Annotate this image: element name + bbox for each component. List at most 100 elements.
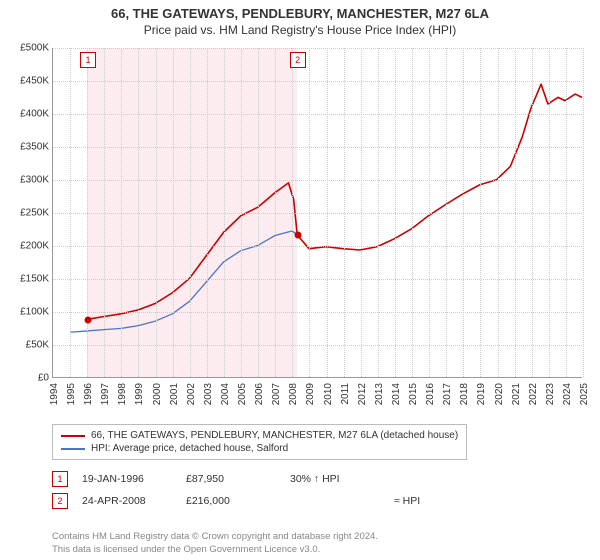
legend-swatch <box>61 448 85 450</box>
x-axis-label: 2022 <box>528 383 539 405</box>
x-axis-label: 1999 <box>134 383 145 405</box>
grid-v <box>241 48 242 377</box>
y-axis-label: £250K <box>20 208 49 219</box>
x-axis-label: 2004 <box>220 383 231 405</box>
sale-date: 19-JAN-1996 <box>82 473 172 485</box>
y-axis-label: £150K <box>20 274 49 285</box>
x-axis-label: 2020 <box>494 383 505 405</box>
x-axis-label: 2012 <box>357 383 368 405</box>
sale-pct: 30% ↑ HPI <box>290 473 380 485</box>
footer-attribution: Contains HM Land Registry data © Crown c… <box>52 531 582 556</box>
x-axis-label: 2003 <box>203 383 214 405</box>
grid-v <box>549 48 550 377</box>
grid-v <box>361 48 362 377</box>
grid-v <box>173 48 174 377</box>
grid-v <box>309 48 310 377</box>
grid-v <box>104 48 105 377</box>
plot-inner: £0£50K£100K£150K£200K£250K£300K£350K£400… <box>52 48 582 378</box>
grid-h <box>53 180 582 181</box>
grid-h <box>53 246 582 247</box>
x-axis-label: 2009 <box>305 383 316 405</box>
x-axis-label: 2023 <box>545 383 556 405</box>
chart-title: 66, THE GATEWAYS, PENDLEBURY, MANCHESTER… <box>0 0 600 21</box>
legend-row: 66, THE GATEWAYS, PENDLEBURY, MANCHESTER… <box>61 429 458 442</box>
grid-v <box>480 48 481 377</box>
x-axis-label: 2001 <box>169 383 180 405</box>
sales-row: 224-APR-2008£216,000≈ HPI <box>52 490 484 512</box>
legend-box: 66, THE GATEWAYS, PENDLEBURY, MANCHESTER… <box>52 424 467 460</box>
footer-line-1: Contains HM Land Registry data © Crown c… <box>52 531 582 543</box>
y-axis-label: £400K <box>20 109 49 120</box>
grid-v <box>70 48 71 377</box>
y-axis-label: £200K <box>20 241 49 252</box>
y-axis-label: £300K <box>20 175 49 186</box>
sale-date: 24-APR-2008 <box>82 495 172 507</box>
grid-v <box>138 48 139 377</box>
grid-v <box>378 48 379 377</box>
x-axis-label: 2010 <box>323 383 334 405</box>
grid-v <box>429 48 430 377</box>
sales-table: 119-JAN-1996£87,95030% ↑ HPI224-APR-2008… <box>52 468 484 512</box>
x-axis-label: 2015 <box>408 383 419 405</box>
y-axis-label: £100K <box>20 307 49 318</box>
y-axis-label: £50K <box>26 340 49 351</box>
grid-v <box>156 48 157 377</box>
x-axis-label: 1994 <box>49 383 60 405</box>
x-axis-label: 1998 <box>117 383 128 405</box>
grid-v <box>532 48 533 377</box>
sales-row: 119-JAN-1996£87,95030% ↑ HPI <box>52 468 484 490</box>
grid-v <box>446 48 447 377</box>
grid-v <box>583 48 584 377</box>
grid-h <box>53 147 582 148</box>
footer-line-2: This data is licensed under the Open Gov… <box>52 544 582 556</box>
sale-price: £216,000 <box>186 495 276 507</box>
chart-container: 66, THE GATEWAYS, PENDLEBURY, MANCHESTER… <box>0 0 600 560</box>
x-axis-label: 2014 <box>391 383 402 405</box>
x-axis-label: 2024 <box>562 383 573 405</box>
sale-dot <box>85 316 92 323</box>
x-axis-label: 2016 <box>425 383 436 405</box>
grid-v <box>190 48 191 377</box>
x-axis-label: 1995 <box>66 383 77 405</box>
grid-v <box>566 48 567 377</box>
grid-h <box>53 279 582 280</box>
x-axis-label: 2011 <box>340 383 351 405</box>
x-axis-label: 2008 <box>288 383 299 405</box>
grid-h <box>53 312 582 313</box>
grid-v <box>224 48 225 377</box>
x-axis-label: 1996 <box>83 383 94 405</box>
legend-label: 66, THE GATEWAYS, PENDLEBURY, MANCHESTER… <box>91 430 458 441</box>
x-axis-label: 1997 <box>100 383 111 405</box>
grid-v <box>292 48 293 377</box>
grid-h <box>53 345 582 346</box>
grid-h <box>53 81 582 82</box>
chart-subtitle: Price paid vs. HM Land Registry's House … <box>0 21 600 41</box>
x-axis-label: 2006 <box>254 383 265 405</box>
legend-label: HPI: Average price, detached house, Salf… <box>91 443 288 454</box>
x-axis-label: 2005 <box>237 383 248 405</box>
grid-v <box>515 48 516 377</box>
grid-v <box>463 48 464 377</box>
grid-h <box>53 114 582 115</box>
grid-v <box>344 48 345 377</box>
grid-v <box>121 48 122 377</box>
legend-swatch <box>61 435 85 437</box>
legend-row: HPI: Average price, detached house, Salf… <box>61 442 458 455</box>
plot-area: £0£50K£100K£150K£200K£250K£300K£350K£400… <box>52 48 582 378</box>
x-axis-label: 2021 <box>511 383 522 405</box>
grid-v <box>207 48 208 377</box>
y-axis-label: £450K <box>20 76 49 87</box>
sale-marker: 2 <box>290 52 306 68</box>
x-axis-label: 2017 <box>442 383 453 405</box>
series-line <box>88 84 582 319</box>
x-axis-label: 2019 <box>476 383 487 405</box>
grid-v <box>87 48 88 377</box>
x-axis-label: 2025 <box>579 383 590 405</box>
grid-v <box>412 48 413 377</box>
grid-v <box>498 48 499 377</box>
x-axis-label: 2000 <box>152 383 163 405</box>
y-axis-label: £350K <box>20 142 49 153</box>
sale-marker: 1 <box>80 52 96 68</box>
x-axis-label: 2018 <box>459 383 470 405</box>
grid-h <box>53 213 582 214</box>
